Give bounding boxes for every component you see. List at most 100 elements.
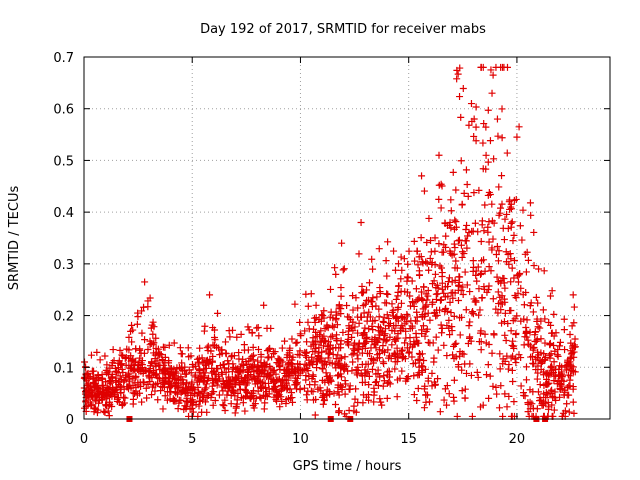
y-tick-label: 0.6 bbox=[53, 103, 74, 118]
data-point bbox=[318, 311, 326, 319]
data-point bbox=[448, 278, 456, 286]
data-point bbox=[255, 364, 263, 372]
data-point bbox=[261, 379, 269, 387]
data-point bbox=[414, 296, 422, 304]
data-point bbox=[288, 363, 296, 371]
data-point bbox=[258, 368, 266, 376]
data-point bbox=[146, 294, 154, 302]
data-point bbox=[282, 400, 290, 408]
data-point bbox=[142, 384, 150, 392]
data-point bbox=[170, 397, 178, 405]
data-point bbox=[376, 373, 384, 381]
data-point bbox=[384, 290, 392, 298]
data-point bbox=[317, 327, 325, 335]
data-point bbox=[526, 398, 534, 406]
data-point bbox=[270, 366, 278, 374]
data-point bbox=[429, 280, 437, 288]
data-point bbox=[570, 319, 578, 327]
data-point bbox=[391, 266, 399, 274]
data-point bbox=[507, 354, 515, 362]
data-point bbox=[335, 391, 343, 399]
data-point bbox=[331, 401, 339, 409]
data-point bbox=[354, 363, 362, 371]
data-point bbox=[185, 366, 193, 374]
data-point bbox=[303, 396, 311, 404]
data-point bbox=[229, 388, 237, 396]
data-point bbox=[326, 349, 334, 357]
data-point bbox=[553, 351, 561, 359]
data-point bbox=[546, 340, 554, 348]
data-point bbox=[472, 123, 480, 131]
data-point bbox=[425, 214, 433, 222]
data-point bbox=[462, 306, 470, 314]
data-point bbox=[353, 371, 361, 379]
data-point bbox=[227, 400, 235, 408]
data-point bbox=[550, 406, 558, 414]
data-point bbox=[415, 350, 423, 358]
data-point bbox=[200, 374, 208, 382]
data-point bbox=[438, 273, 446, 281]
data-point bbox=[458, 253, 466, 261]
data-point bbox=[569, 291, 577, 299]
data-point bbox=[484, 361, 492, 369]
data-point bbox=[494, 288, 502, 296]
data-point bbox=[510, 274, 518, 282]
data-point bbox=[529, 344, 537, 352]
data-point bbox=[414, 385, 422, 393]
data-point bbox=[292, 339, 300, 347]
data-point bbox=[431, 270, 439, 278]
data-point bbox=[422, 302, 430, 310]
data-point bbox=[487, 66, 495, 74]
data-point bbox=[131, 374, 139, 382]
data-point bbox=[303, 338, 311, 346]
data-point bbox=[402, 377, 410, 385]
data-point bbox=[556, 362, 564, 370]
data-point bbox=[466, 318, 474, 326]
data-point bbox=[567, 372, 575, 380]
data-point bbox=[541, 355, 549, 363]
data-point bbox=[270, 379, 278, 387]
data-point bbox=[368, 255, 376, 263]
data-point bbox=[482, 123, 490, 131]
data-point bbox=[351, 323, 359, 331]
data-point bbox=[489, 71, 497, 79]
data-point bbox=[475, 311, 483, 319]
y-tick-label: 0.5 bbox=[53, 154, 74, 169]
data-point bbox=[521, 250, 529, 258]
data-point bbox=[393, 393, 401, 401]
data-point bbox=[204, 342, 212, 350]
data-point bbox=[336, 355, 344, 363]
data-point bbox=[535, 265, 543, 273]
data-point bbox=[116, 346, 124, 354]
data-point bbox=[205, 360, 213, 368]
data-point bbox=[436, 408, 444, 416]
data-point bbox=[178, 387, 186, 395]
data-point bbox=[345, 407, 353, 415]
data-point bbox=[375, 354, 383, 362]
data-point bbox=[131, 357, 139, 365]
data-point bbox=[457, 241, 465, 249]
data-point bbox=[371, 340, 379, 348]
data-points bbox=[80, 63, 579, 422]
data-point bbox=[450, 397, 458, 405]
data-point bbox=[377, 398, 385, 406]
data-point bbox=[338, 385, 346, 393]
data-point bbox=[418, 172, 426, 180]
data-point bbox=[436, 262, 444, 270]
data-point bbox=[466, 360, 474, 368]
data-point bbox=[240, 341, 248, 349]
data-point bbox=[428, 259, 436, 267]
data-point bbox=[374, 382, 382, 390]
data-point bbox=[541, 315, 549, 323]
data-point bbox=[424, 374, 432, 382]
y-tick-label: 0.4 bbox=[53, 206, 74, 221]
data-point bbox=[296, 318, 304, 326]
data-point bbox=[510, 344, 518, 352]
data-point bbox=[470, 115, 478, 123]
data-point bbox=[306, 381, 314, 389]
data-point bbox=[109, 346, 117, 354]
data-point bbox=[431, 234, 439, 242]
data-point bbox=[438, 285, 446, 293]
data-point bbox=[362, 339, 370, 347]
data-point bbox=[146, 341, 154, 349]
